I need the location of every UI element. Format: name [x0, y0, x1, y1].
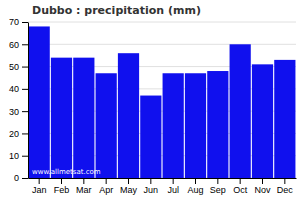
x-tick: May [120, 178, 138, 195]
y-tick-mark [22, 44, 28, 45]
chart: Jan Feb Mar Apr May Jun Jul Aug Sep Oct Nov Dec 0 10 2… [0, 0, 306, 200]
annotation: www.allmetsat.com [32, 168, 101, 176]
y-tick-label: 10 [9, 151, 19, 161]
x-tick: Jul [167, 178, 179, 195]
grid-line [28, 44, 296, 45]
x-tick-mark [150, 178, 151, 184]
y-tick: 50 [9, 62, 28, 72]
x-tick-mark [61, 178, 62, 184]
x-tick-label: Mar [76, 185, 92, 195]
bars [29, 26, 296, 178]
y-axis: 0 10 20 30 40 50 60 70 [9, 17, 29, 183]
x-tick-label: May [120, 185, 138, 195]
bar [274, 60, 295, 178]
y-tick-label: 70 [9, 17, 19, 27]
y-tick-label: 0 [14, 173, 19, 183]
x-tick-label: Apr [99, 185, 113, 195]
title: Dubbo : precipitation (mm) [32, 4, 201, 17]
axis-line [28, 23, 29, 179]
x-tick-mark [106, 178, 107, 184]
y-tick: 20 [9, 129, 28, 139]
x-tick-label: Oct [233, 185, 248, 195]
x-tick-label: Sep [210, 185, 226, 195]
y-tick: 30 [9, 107, 28, 117]
x-tick-label: Dec [277, 185, 294, 195]
x-tick: Sep [210, 178, 226, 195]
x-tick: Aug [187, 178, 203, 195]
bar [185, 73, 206, 178]
x-tick-mark [195, 178, 196, 184]
bar [73, 58, 94, 178]
bar [252, 64, 273, 178]
x-tick: Jun [144, 178, 159, 195]
y-tick-label: 30 [9, 107, 19, 117]
y-tick-label: 60 [9, 40, 19, 50]
y-tick: 10 [9, 151, 28, 161]
x-tick: Oct [233, 178, 248, 195]
x-tick-label: Aug [187, 185, 203, 195]
y-tick-label: 20 [9, 129, 19, 139]
x-tick-label: Jul [167, 185, 179, 195]
x-tick-mark [173, 178, 174, 184]
x-tick-mark [284, 178, 285, 184]
x-tick-mark [217, 178, 218, 184]
x-tick: Feb [54, 178, 70, 195]
bar [230, 44, 251, 178]
y-tick-mark [22, 133, 28, 134]
x-tick-mark [128, 178, 129, 184]
y-tick-mark [22, 156, 28, 157]
x-tick-label: Jun [144, 185, 159, 195]
y-tick-mark [22, 22, 28, 23]
y-tick: 70 [9, 17, 28, 27]
x-tick: Jan [32, 178, 47, 195]
bar [207, 71, 228, 178]
bar [163, 73, 184, 178]
y-tick-mark [22, 67, 28, 68]
y-tick-mark [22, 178, 28, 179]
x-tick: Mar [76, 178, 92, 195]
x-tick: Nov [254, 178, 271, 195]
axis-line [29, 178, 297, 179]
x-tick-mark [262, 178, 263, 184]
bar [96, 73, 117, 178]
grid-line [28, 22, 296, 23]
y-tick: 60 [9, 40, 28, 50]
y-tick-label: 50 [9, 62, 19, 72]
x-tick-mark [39, 178, 40, 184]
y-tick-mark [22, 89, 28, 90]
y-tick-mark [22, 111, 28, 112]
x-axis: Jan Feb Mar Apr May Jun Jul Aug Sep Oct Nov Dec [29, 178, 297, 195]
x-tick-label: Feb [54, 185, 70, 195]
grid [28, 22, 296, 178]
x-tick-mark [240, 178, 241, 184]
x-tick: Dec [277, 178, 294, 195]
x-tick: Apr [99, 178, 113, 195]
y-tick-label: 40 [9, 84, 19, 94]
x-tick-label: Jan [32, 185, 47, 195]
x-tick-label: Nov [254, 185, 271, 195]
plot: Jan Feb Mar Apr May Jun Jul Aug Sep Oct Nov Dec 0 10 2… [9, 17, 297, 195]
bar [140, 96, 161, 178]
bar [51, 58, 72, 178]
bar [29, 26, 50, 178]
bar [118, 53, 139, 178]
y-tick: 0 [14, 173, 28, 183]
y-tick: 40 [9, 84, 28, 94]
x-tick-mark [83, 178, 84, 184]
